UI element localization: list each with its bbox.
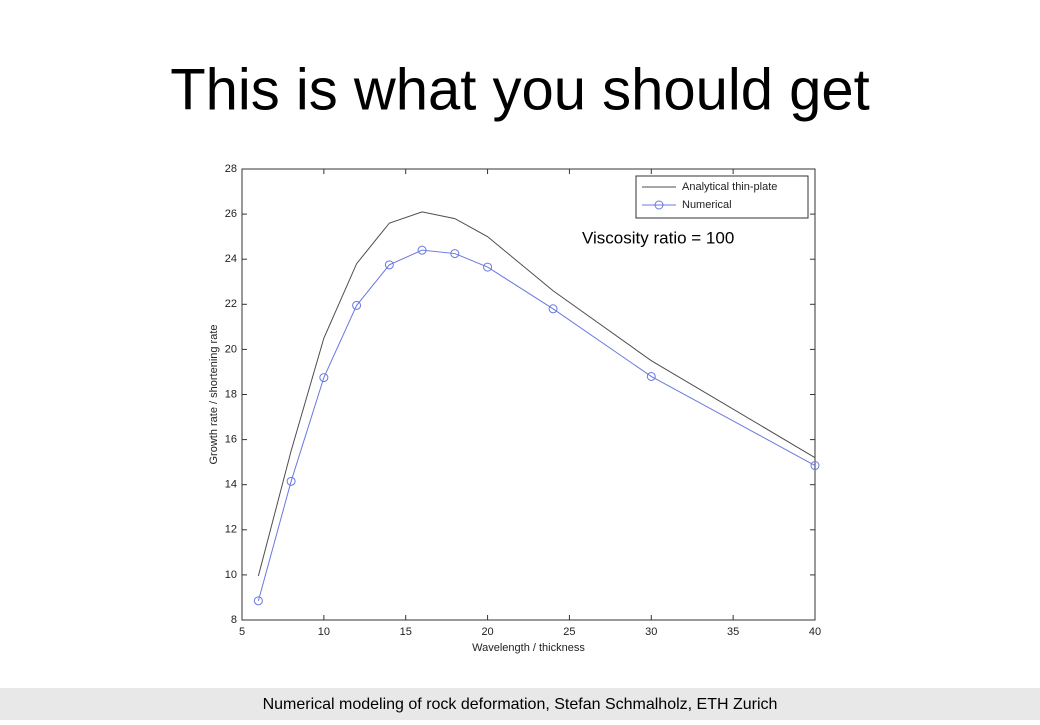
y-axis-label: Growth rate / shortening rate	[208, 324, 220, 464]
y-tick-label: 8	[231, 614, 237, 626]
footer-band	[0, 688, 1040, 720]
series-line	[257, 211, 816, 577]
y-tick-label: 14	[225, 479, 237, 491]
data-point	[548, 304, 558, 314]
slide-title: This is what you should get	[170, 57, 870, 122]
legend-label: Analytical thin-plate	[682, 181, 777, 193]
x-tick-label: 30	[645, 626, 657, 638]
data-point	[810, 461, 820, 471]
legend-box	[635, 175, 809, 219]
y-tick-label: 16	[225, 434, 237, 446]
x-tick-label: 15	[400, 626, 412, 638]
plot-area	[241, 168, 816, 621]
data-point	[450, 249, 460, 259]
data-point	[352, 300, 362, 310]
x-axis-label: Wavelength / thickness	[472, 642, 585, 654]
chart: 5 10 15 20 25 30 35 40 8 10 12 14 16 18 20 22 24 26 28 Wave…	[208, 163, 821, 654]
data-point	[286, 476, 296, 486]
y-tick-label: 24	[225, 253, 237, 265]
data-point	[319, 373, 329, 383]
x-tick-label: 5	[239, 626, 245, 638]
data-point	[253, 596, 263, 606]
y-tick-label: 22	[225, 298, 237, 310]
data-point	[646, 371, 656, 381]
x-tick-label: 25	[563, 626, 575, 638]
data-point	[384, 260, 394, 270]
y-tick-label: 26	[225, 208, 237, 220]
y-tick-label: 10	[225, 569, 237, 581]
y-tick-label: 12	[225, 524, 237, 536]
data-point	[417, 245, 427, 255]
x-tick-label: 40	[809, 626, 821, 638]
legend-marker	[654, 200, 664, 210]
x-tick-label: 10	[318, 626, 330, 638]
y-tick-label: 20	[225, 343, 237, 355]
x-tick-label: 20	[481, 626, 493, 638]
annotation: Viscosity ratio = 100	[582, 228, 734, 247]
footer: Numerical modeling of rock deformation, …	[263, 696, 778, 713]
y-tick-label: 18	[225, 388, 237, 400]
x-tick-label: 35	[727, 626, 739, 638]
series-line	[257, 249, 816, 601]
y-tick-label: 28	[225, 163, 237, 175]
legend-label: Numerical	[682, 199, 732, 211]
data-point	[483, 262, 493, 272]
